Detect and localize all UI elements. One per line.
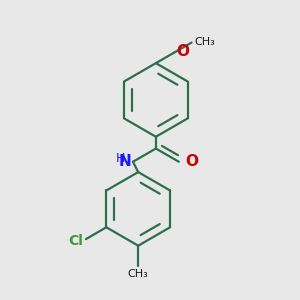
Text: N: N bbox=[119, 154, 131, 169]
Text: H: H bbox=[116, 152, 126, 165]
Text: O: O bbox=[176, 44, 189, 59]
Text: CH₃: CH₃ bbox=[194, 37, 215, 46]
Text: CH₃: CH₃ bbox=[128, 269, 148, 279]
Text: O: O bbox=[185, 154, 198, 169]
Text: Cl: Cl bbox=[68, 233, 83, 248]
